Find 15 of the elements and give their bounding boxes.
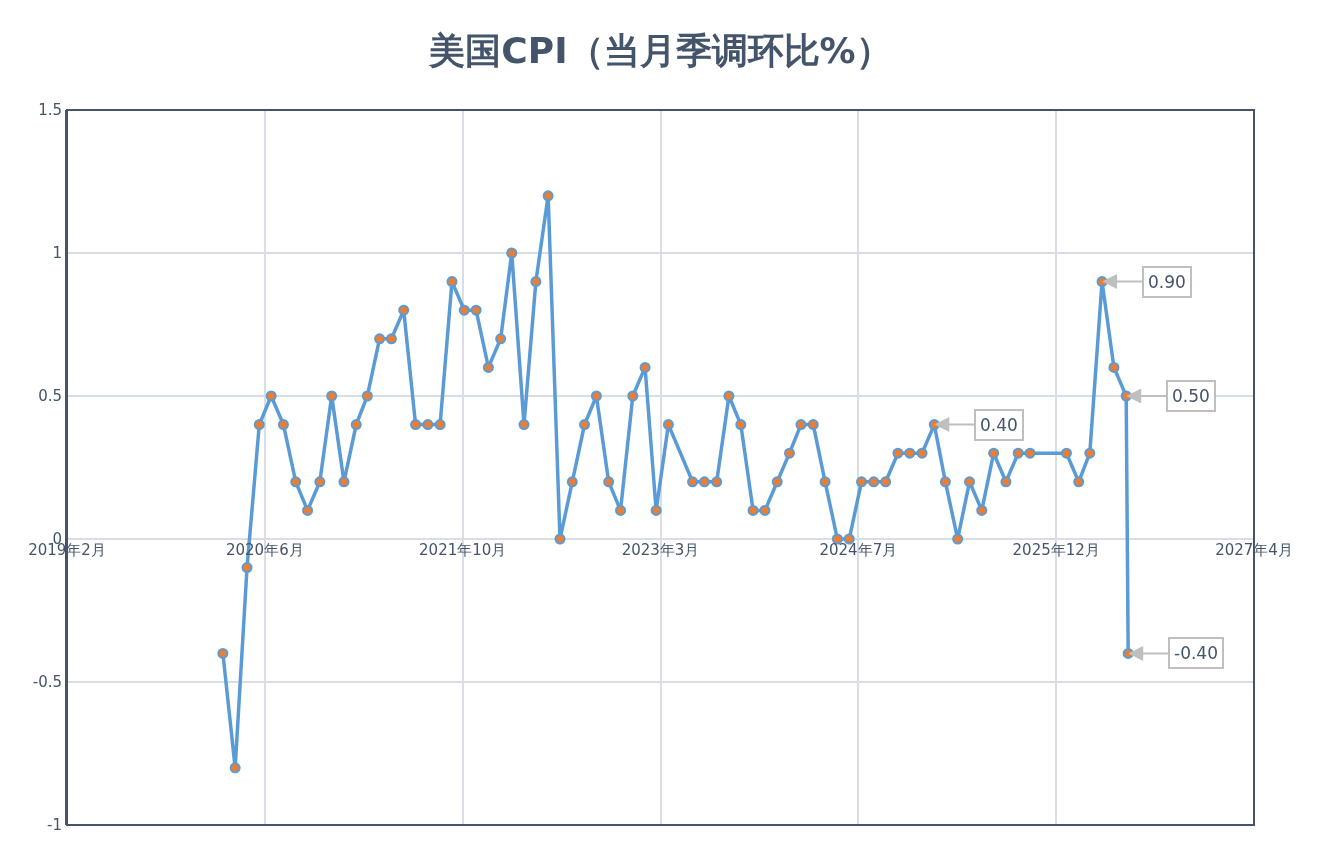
- x-tick-label: 2025年12月: [1012, 541, 1100, 559]
- data-label: -0.40: [1174, 643, 1218, 663]
- y-tick-label: 1.5: [38, 101, 62, 120]
- x-tick-label: 2027年4月: [1215, 541, 1293, 559]
- data-label: 0.50: [1172, 386, 1210, 406]
- x-tick-label: 2023年3月: [621, 541, 700, 559]
- data-label: 0.90: [1148, 272, 1186, 292]
- y-tick-label: -0.5: [32, 673, 62, 692]
- x-tick-label: 2024年7月: [819, 541, 898, 559]
- y-tick-label: 0.5: [38, 387, 62, 406]
- y-tick-label: 1: [52, 244, 62, 263]
- x-tick-label: 2021年10月: [419, 541, 507, 559]
- data-label: 0.40: [980, 415, 1018, 435]
- y-tick-label: -1: [47, 816, 62, 835]
- chart-title: 美国CPI（当月季调环比%）: [428, 30, 892, 72]
